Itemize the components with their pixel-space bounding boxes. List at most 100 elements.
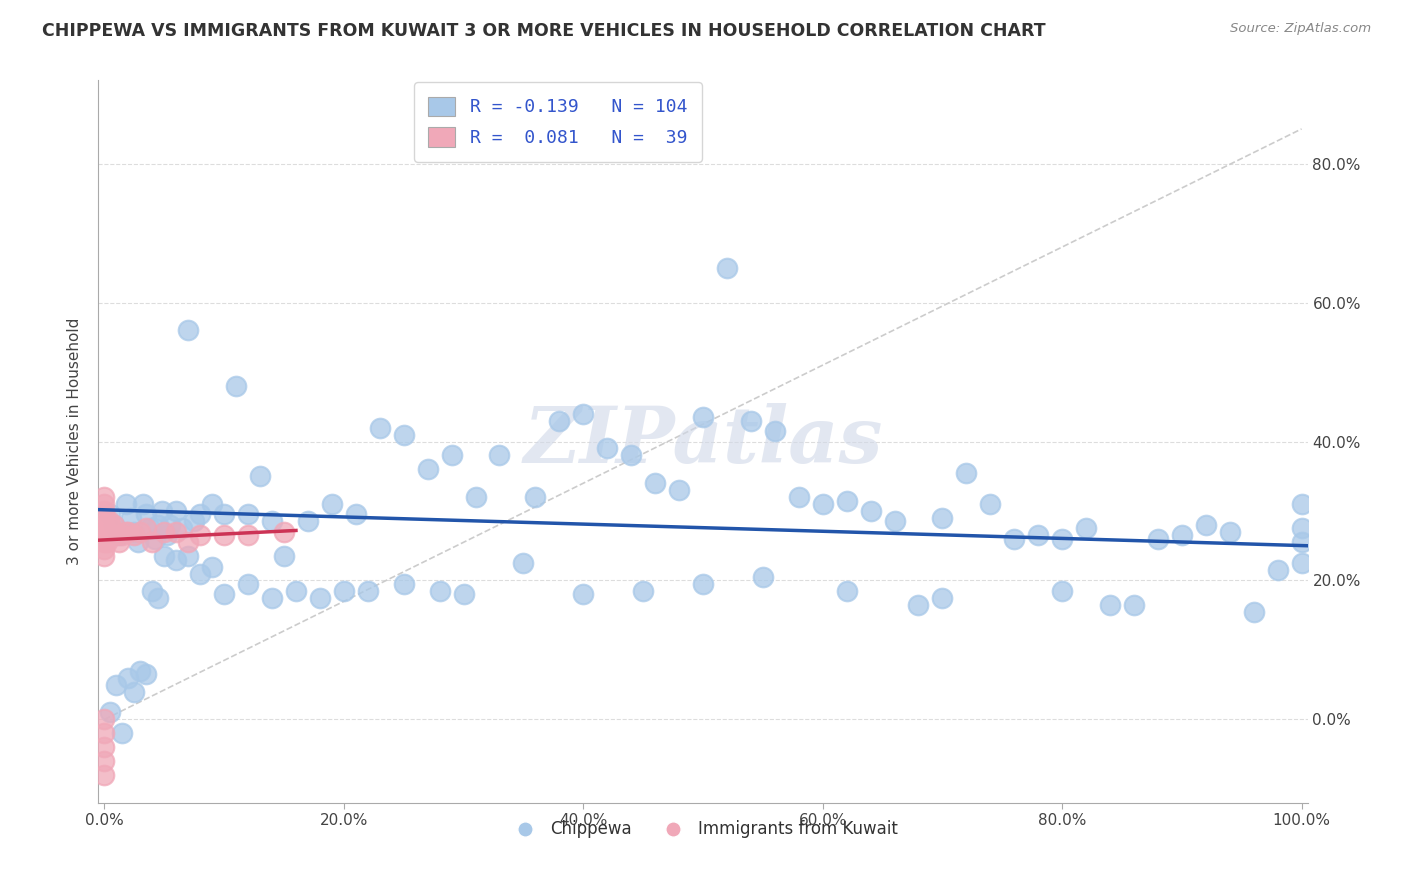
Point <box>979 497 1001 511</box>
Text: CHIPPEWA VS IMMIGRANTS FROM KUWAIT 3 OR MORE VEHICLES IN HOUSEHOLD CORRELATION C: CHIPPEWA VS IMMIGRANTS FROM KUWAIT 3 OR … <box>42 22 1046 40</box>
Point <box>129 524 152 539</box>
Point <box>139 521 162 535</box>
Point <box>93 490 115 504</box>
Point <box>1243 605 1265 619</box>
Text: Source: ZipAtlas.com: Source: ZipAtlas.com <box>1230 22 1371 36</box>
Point <box>392 427 415 442</box>
Point <box>309 591 332 605</box>
Point <box>93 497 115 511</box>
Point <box>1291 535 1313 549</box>
Point <box>177 535 200 549</box>
Point <box>100 521 122 535</box>
Point <box>105 528 128 542</box>
Point <box>148 591 170 605</box>
Point <box>572 407 595 421</box>
Point <box>572 587 595 601</box>
Point <box>127 535 149 549</box>
Point <box>260 515 283 529</box>
Y-axis label: 3 or more Vehicles in Household: 3 or more Vehicles in Household <box>67 318 83 566</box>
Point <box>1171 528 1194 542</box>
Point <box>93 528 115 542</box>
Point <box>98 515 121 529</box>
Point <box>96 535 118 549</box>
Point <box>153 524 176 539</box>
Point <box>201 497 224 511</box>
Point <box>93 535 115 549</box>
Point <box>115 497 138 511</box>
Point <box>93 521 115 535</box>
Point <box>107 535 129 549</box>
Point <box>141 535 163 549</box>
Point <box>763 424 786 438</box>
Point <box>100 706 122 720</box>
Point <box>1267 563 1289 577</box>
Point <box>1099 598 1122 612</box>
Point <box>153 549 176 564</box>
Point <box>236 528 259 542</box>
Point <box>129 664 152 678</box>
Point <box>512 556 534 570</box>
Point <box>1195 517 1218 532</box>
Point <box>103 517 125 532</box>
Point <box>835 493 858 508</box>
Point <box>236 508 259 522</box>
Point <box>1291 497 1313 511</box>
Point <box>141 583 163 598</box>
Point <box>124 684 146 698</box>
Point <box>225 379 247 393</box>
Point <box>177 549 200 564</box>
Point <box>93 713 115 727</box>
Point <box>1074 521 1097 535</box>
Point <box>165 504 187 518</box>
Point <box>273 549 295 564</box>
Point <box>1026 528 1049 542</box>
Point <box>124 524 146 539</box>
Point <box>135 521 157 535</box>
Point <box>429 583 451 598</box>
Point <box>297 515 319 529</box>
Point <box>811 497 834 511</box>
Point <box>165 524 187 539</box>
Point <box>931 591 953 605</box>
Point <box>143 532 166 546</box>
Text: ZIPatlas: ZIPatlas <box>523 403 883 480</box>
Point <box>752 570 775 584</box>
Point <box>201 559 224 574</box>
Point <box>284 583 307 598</box>
Point <box>93 768 115 782</box>
Point <box>1050 583 1073 598</box>
Point <box>103 517 125 532</box>
Point <box>453 587 475 601</box>
Point <box>93 517 115 532</box>
Point <box>1291 521 1313 535</box>
Point <box>124 528 146 542</box>
Point <box>236 577 259 591</box>
Point <box>357 583 380 598</box>
Point <box>249 469 271 483</box>
Point <box>93 542 115 557</box>
Point <box>93 754 115 768</box>
Point <box>93 740 115 755</box>
Point <box>188 508 211 522</box>
Point <box>115 524 138 539</box>
Point <box>1219 524 1241 539</box>
Point <box>117 671 139 685</box>
Point <box>883 515 905 529</box>
Point <box>135 508 157 522</box>
Point <box>1002 532 1025 546</box>
Point <box>111 726 134 740</box>
Point <box>620 449 643 463</box>
Point <box>692 577 714 591</box>
Point <box>488 449 510 463</box>
Point <box>644 476 666 491</box>
Point <box>120 511 142 525</box>
Point <box>1050 532 1073 546</box>
Point <box>135 667 157 681</box>
Point <box>716 260 738 275</box>
Point <box>100 508 122 522</box>
Point <box>188 566 211 581</box>
Point <box>1147 532 1170 546</box>
Point <box>177 323 200 337</box>
Point <box>148 517 170 532</box>
Point <box>668 483 690 498</box>
